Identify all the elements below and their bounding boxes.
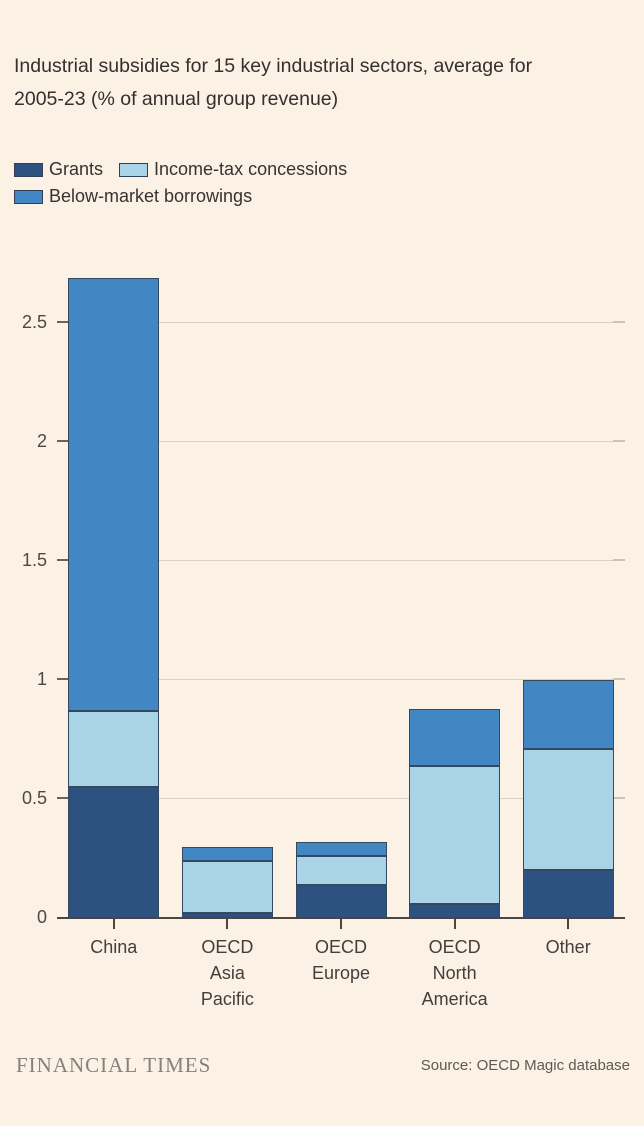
bar-china [68, 278, 160, 918]
legend-item-grants: Grants [14, 159, 103, 180]
plot-area: China OECD Asia Pacific OECD Europe OECD No… [57, 250, 625, 1009]
gridline-1 [57, 678, 625, 680]
x-category-label: OECD Europe [311, 937, 370, 983]
x-axis-tick [340, 918, 342, 929]
financial-times-logo: FINANCIAL TIMES [16, 1052, 212, 1077]
bar-segment-income-tax-concessions [522, 749, 614, 870]
legend-row-2: Below-market borrowings [14, 183, 363, 210]
legend-row-1: Grants Income-tax concessions [14, 156, 363, 183]
y-axis-tick-label: 2 [36, 431, 47, 451]
y-axis-tick-label: 0.5 [21, 788, 47, 808]
bar-segment-grants [181, 913, 273, 918]
bar-segment-grants [522, 870, 614, 918]
x-axis-tick [453, 918, 456, 929]
source-note: Source: OECD Magic database [420, 1056, 630, 1074]
y-axis-tick-label: 0 [36, 907, 47, 927]
bar-oecd-europe [295, 842, 387, 918]
y-axis-tick-label: 2.5 [21, 312, 47, 332]
bar-segment-grants [68, 787, 160, 918]
bar-segment-below-market-borrowings [522, 680, 614, 749]
x-axis-tick [226, 918, 229, 929]
x-axis-tick [112, 918, 115, 929]
bar-oecd-north-america [409, 709, 501, 918]
bar-oecd-asia-pacific [181, 847, 273, 918]
x-category-label: OECD North America [421, 937, 488, 1009]
gridline-2 [57, 440, 625, 442]
x-category-label: OECD Asia Pacific [200, 937, 254, 1009]
bar-segment-income-tax-concessions [68, 711, 160, 787]
legend: Grants Income-tax concessions Below-mark… [14, 156, 363, 210]
bar-segment-below-market-borrowings [181, 847, 273, 861]
x-axis-tick [567, 918, 570, 929]
y-axis-tick-label: 1 [36, 669, 47, 689]
bar-segment-income-tax-concessions [181, 861, 273, 913]
footer: FINANCIAL TIMES Source: OECD Magic datab… [16, 1048, 630, 1082]
legend-label-below-market-borrowings: Below-market borrowings [49, 186, 253, 206]
y-axis: 0 0.5 1 1.5 2 2.5 [0, 250, 47, 927]
x-category-label: Other [545, 937, 591, 957]
gridline-2.5 [57, 321, 625, 323]
legend-item-income-tax-concessions: Income-tax concessions [119, 159, 347, 180]
bar-other [522, 680, 614, 918]
gridline-0.5 [57, 797, 625, 799]
legend-item-below-market-borrowings: Below-market borrowings [14, 186, 252, 207]
y-axis-tick-label: 1.5 [21, 550, 47, 570]
legend-label-income-tax-concessions: Income-tax concessions [154, 159, 348, 179]
legend-swatch-below-market-borrowings [14, 189, 43, 204]
legend-swatch-income-tax-concessions [119, 162, 149, 177]
chart-title: Industrial subsidies for 15 key industri… [14, 55, 533, 110]
bar-segment-below-market-borrowings [68, 278, 160, 711]
bar-segment-income-tax-concessions [295, 856, 387, 885]
gridline-1.5 [57, 559, 625, 561]
bar-segment-below-market-borrowings [295, 842, 387, 856]
legend-label-grants: Grants [49, 159, 104, 179]
x-category-label: China [90, 937, 138, 957]
bar-segment-grants [295, 885, 387, 918]
bar-segment-grants [409, 904, 501, 918]
bar-segment-below-market-borrowings [409, 709, 501, 766]
legend-swatch-grants [14, 162, 43, 177]
bar-segment-income-tax-concessions [409, 766, 501, 904]
